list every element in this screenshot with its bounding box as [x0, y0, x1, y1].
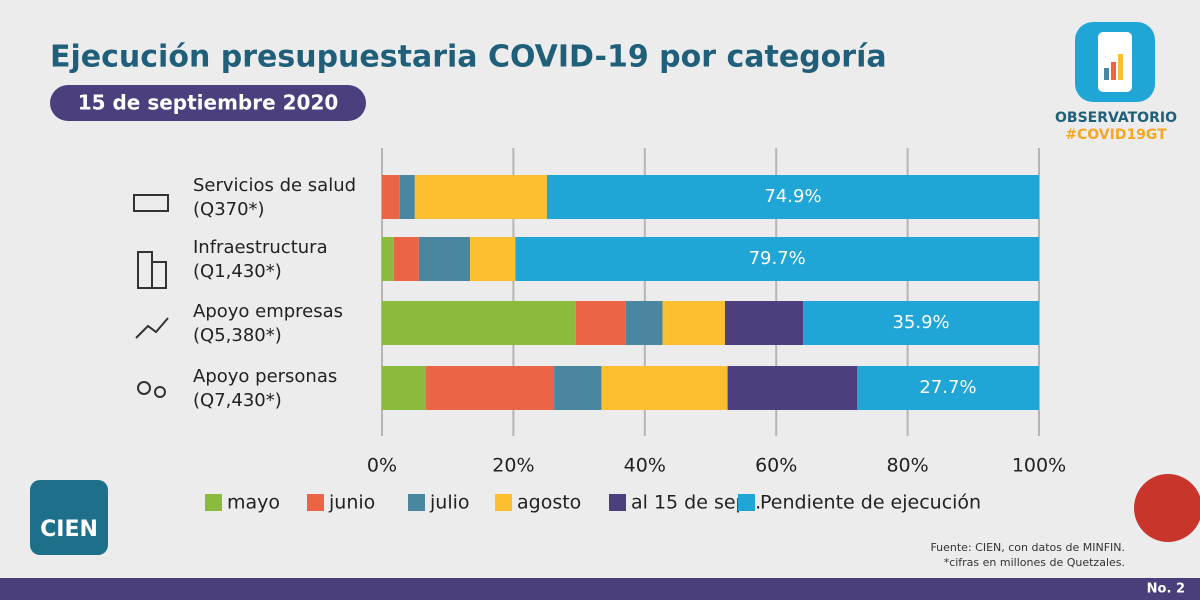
chart-title: Ejecución presupuestaria COVID-19 por ca… [50, 40, 887, 75]
category-label: Infraestructura [193, 237, 328, 258]
data-label: 35.9% [892, 312, 949, 333]
bar-segment [470, 237, 516, 281]
icon-person [154, 386, 166, 398]
x-tick-label: 40% [624, 455, 666, 477]
icon-growth [135, 317, 169, 339]
x-tick-label: 60% [755, 455, 797, 477]
bar-segment [727, 366, 858, 410]
bar-segment [393, 237, 419, 281]
subtitle: 15 de septiembre 2020 [78, 91, 339, 115]
bar-segment [382, 301, 576, 345]
legend-swatch [408, 494, 425, 511]
bar-segment [382, 237, 394, 281]
page-number: No. 2 [1147, 582, 1185, 597]
x-tick-label: 100% [1012, 455, 1066, 477]
legend-swatch [307, 494, 324, 511]
category-note: (Q1,430*) [193, 261, 282, 282]
x-tick-label: 20% [492, 455, 534, 477]
category-label: Servicios de salud [193, 175, 356, 196]
cien-logo-text: CIEN [40, 517, 98, 542]
bar-segment [625, 301, 663, 345]
legend-label: julio [429, 492, 470, 514]
legend-label: agosto [517, 492, 581, 514]
category-label: Apoyo empresas [193, 301, 343, 322]
data-label: 79.7% [749, 248, 806, 269]
x-tick-label: 80% [886, 455, 928, 477]
bar-segment [399, 175, 415, 219]
icon-bar [1111, 62, 1116, 80]
icon-bar [1104, 68, 1109, 80]
footer-bar [0, 578, 1200, 600]
virus-illustration [1134, 474, 1200, 542]
bar-segment [554, 366, 602, 410]
note: *cifras en millones de Quetzales. [944, 556, 1125, 569]
legend-label: Pendiente de ejecución [760, 492, 981, 514]
hashtag: #COVID19GT [1065, 127, 1167, 143]
bar-segment [546, 175, 1039, 219]
bar-segment [418, 237, 471, 281]
icon-building [151, 261, 167, 289]
legend-label: mayo [227, 492, 280, 514]
data-label: 27.7% [919, 377, 976, 398]
cien-logo [30, 480, 108, 555]
bar-segment [601, 366, 728, 410]
bar-segment [803, 301, 1039, 345]
observatorio-label: OBSERVATORIO [1055, 110, 1177, 126]
bar-segment [382, 366, 427, 410]
category-note: (Q7,430*) [193, 390, 282, 411]
legend-swatch [738, 494, 755, 511]
x-tick-label: 0% [367, 455, 397, 477]
category-label: Apoyo personas [193, 366, 337, 387]
icon-bar [1118, 54, 1123, 80]
legend-label: al 15 de sept. [631, 492, 761, 514]
subtitle-pill [50, 85, 366, 121]
icon-person [137, 381, 151, 395]
legend-swatch [609, 494, 626, 511]
bar-segment [414, 175, 547, 219]
bar-segment [575, 301, 626, 345]
category-icons [133, 194, 169, 398]
legend-swatch [205, 494, 222, 511]
data-label: 74.9% [764, 186, 821, 207]
bar-segment [382, 175, 400, 219]
category-note: (Q370*) [193, 199, 265, 220]
bar-segment [426, 366, 555, 410]
category-note: (Q5,380*) [193, 325, 282, 346]
legend-swatch [495, 494, 512, 511]
bar-segment [515, 237, 1039, 281]
bar-segment [662, 301, 725, 345]
bar-segment [857, 366, 1039, 410]
bar-segment [724, 301, 804, 345]
source: Fuente: CIEN, con datos de MINFIN. [930, 541, 1125, 554]
legend-label: junio [328, 492, 375, 514]
icon-bed [133, 194, 169, 212]
